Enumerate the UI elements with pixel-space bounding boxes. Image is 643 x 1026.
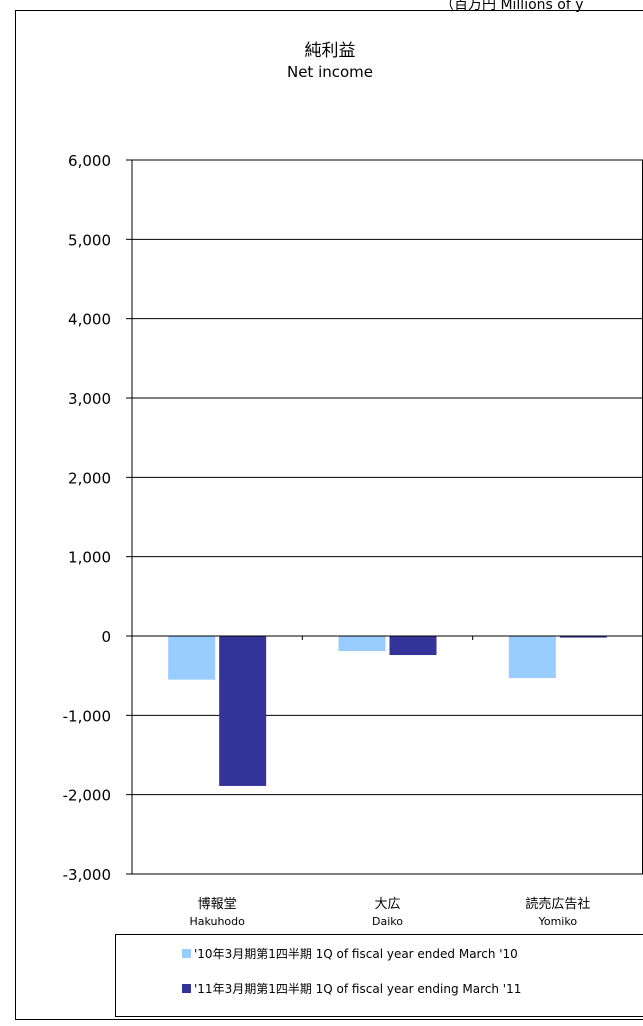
bar [219, 636, 267, 786]
chart-frame [15, 10, 643, 1020]
legend-item-2010: '10年3月期第1四半期 1Q of fiscal year ended Mar… [182, 945, 518, 962]
x-tick-label-en: Daiko [372, 915, 403, 928]
y-tick-label: 4,000 [68, 311, 111, 329]
x-tick-label-en: Hakuhodo [189, 915, 245, 928]
chart-title-block: 純利益 Net income [0, 40, 643, 82]
legend-swatch-2010 [182, 949, 191, 958]
bar [389, 636, 437, 656]
chart-title: 純利益 [304, 41, 356, 61]
axes [126, 159, 643, 875]
y-tick-label: 6,000 [68, 152, 111, 170]
x-tick-label-ja: 博報堂 [198, 897, 237, 912]
y-tick-label: 1,000 [68, 549, 111, 567]
bar [168, 636, 216, 680]
y-tick-label: 2,000 [68, 469, 111, 487]
x-tick-label-en: Yomiko [538, 915, 578, 928]
y-tick-label: -2,000 [63, 787, 111, 805]
y-tick-labels: 6,000 5,000 4,000 3,000 2,000 1,000 0 -1,000 -2,… [63, 152, 111, 884]
x-tick-labels: 博報堂 Hakuhodo 大広 Daiko 読売広告社 Yomiko [189, 896, 590, 928]
y-tick-label: 3,000 [68, 390, 111, 408]
bar [559, 636, 607, 638]
y-tick-label: -1,000 [63, 707, 111, 725]
y-tick-label: -3,000 [63, 866, 111, 884]
legend: '10年3月期第1四半期 1Q of fiscal year ended Mar… [115, 934, 643, 1017]
legend-label-2010: '10年3月期第1四半期 1Q of fiscal year ended Mar… [194, 947, 518, 961]
gridlines [132, 159, 643, 796]
chart-subtitle: Net income [286, 63, 374, 81]
bar [508, 636, 556, 679]
bars [168, 636, 607, 786]
x-tick-label-ja: 読売広告社 [525, 896, 590, 912]
bar [338, 636, 386, 652]
y-tick-label: 5,000 [68, 231, 111, 249]
y-tick-label: 0 [101, 628, 111, 646]
x-tick-label-ja: 大広 [374, 897, 400, 912]
legend-swatch-2011 [182, 984, 191, 993]
unit-label: （百万円 Millions of y [440, 0, 584, 13]
legend-label-2011: '11年3月期第1四半期 1Q of fiscal year ending Ma… [194, 982, 522, 996]
legend-item-2011: '11年3月期第1四半期 1Q of fiscal year ending Ma… [182, 980, 521, 997]
